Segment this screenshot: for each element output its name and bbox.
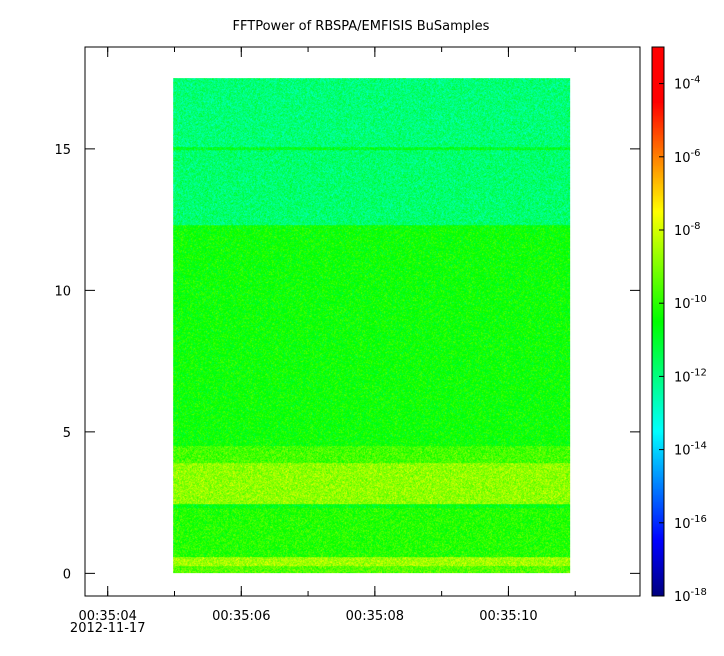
y-tick-label: 15 <box>54 143 71 158</box>
colorbar-tick-label: 10-4 <box>674 75 701 93</box>
y-tick-label: 5 <box>63 426 71 441</box>
spectrogram-image <box>173 78 571 574</box>
colorbar-tick-exponent: -6 <box>691 148 701 159</box>
colorbar-tick-label: 10-14 <box>674 441 707 459</box>
colorbar-tick-label: 10-12 <box>674 367 707 385</box>
x-tick-label: 00:35:10 <box>479 609 537 624</box>
colorbar-tick-base: 10 <box>674 78 691 93</box>
plot-frame <box>84 46 641 597</box>
y-tick-label: 0 <box>63 567 71 582</box>
x-tick-label: 00:35:04 <box>79 609 137 624</box>
colorbar-tick-exponent: -18 <box>691 587 707 598</box>
colorbar-tick-exponent: -14 <box>691 441 707 452</box>
colorbar-tick-base: 10 <box>674 590 691 605</box>
colorbar-frame <box>651 46 665 597</box>
colorbar <box>652 47 664 596</box>
colorbar-tick-label: 10-18 <box>674 587 707 605</box>
colorbar-tick-label: 10-6 <box>674 148 701 166</box>
colorbar-tick-base: 10 <box>674 297 691 312</box>
x-tick-label: 00:35:08 <box>346 609 404 624</box>
colorbar-tick-base: 10 <box>674 151 691 166</box>
colorbar-tick-label: 10-16 <box>674 514 707 532</box>
colorbar-tick-label: 10-8 <box>674 221 701 239</box>
colorbar-tick-base: 10 <box>674 444 691 459</box>
colorbar-tick-base: 10 <box>674 517 691 532</box>
y-axis: 0 5 10 15 <box>54 143 640 582</box>
x-tick-sublabel: 2012-11-17 <box>70 621 146 636</box>
colorbar-tick-base: 10 <box>674 370 691 385</box>
colorbar-tick-exponent: -16 <box>691 514 707 525</box>
chart-title: FFTPower of RBSPA/EMFISIS BuSamples <box>233 19 490 34</box>
y-tick-label: 10 <box>54 284 71 299</box>
colorbar-tick-base: 10 <box>674 224 691 239</box>
colorbar-tick-exponent: -4 <box>691 75 701 86</box>
colorbar-tick-exponent: -10 <box>691 294 707 305</box>
colorbar-tick-exponent: -12 <box>691 367 707 378</box>
colorbar-tick-exponent: -8 <box>691 221 701 232</box>
x-tick-label: 00:35:06 <box>212 609 270 624</box>
colorbar-tick-label: 10-10 <box>674 294 707 312</box>
